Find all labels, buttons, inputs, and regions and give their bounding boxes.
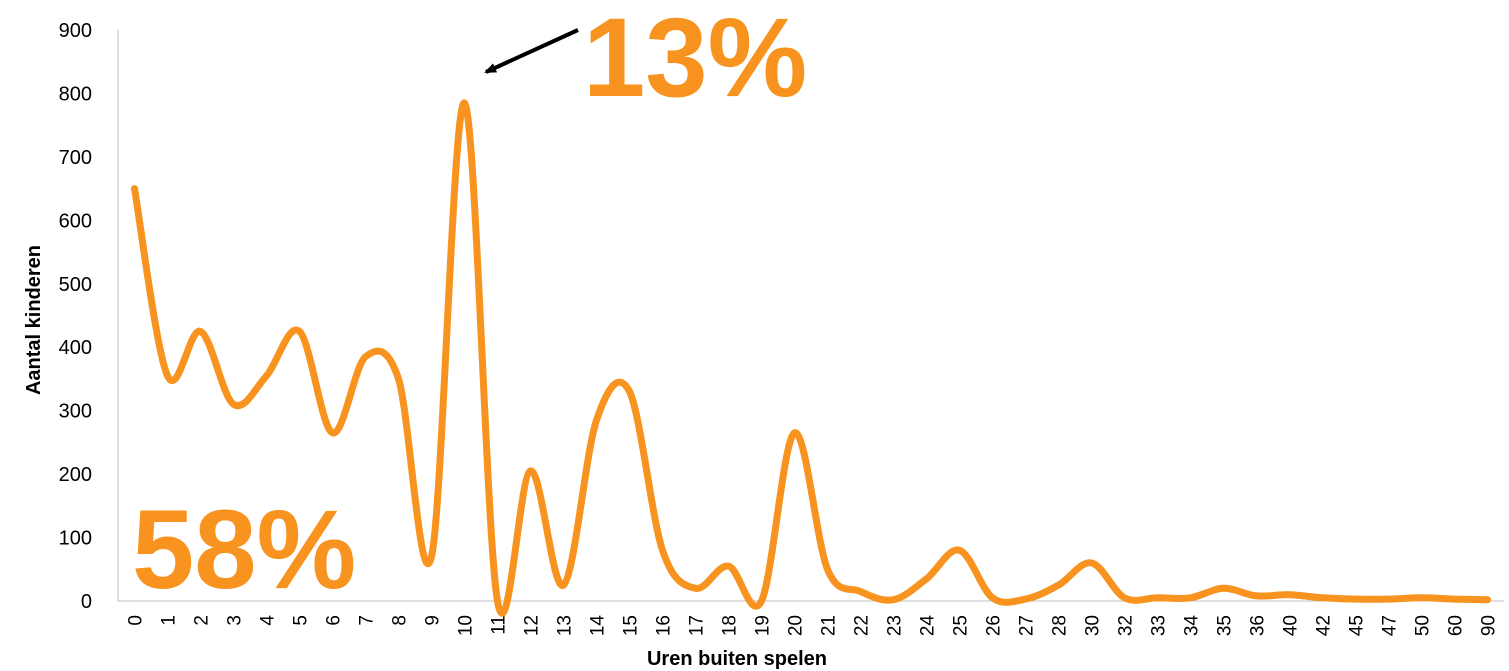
x-tick-label: 3 [225,615,246,626]
y-tick-label: 700 [59,147,92,169]
y-tick-label: 800 [59,83,92,105]
x-tick-label: 4 [258,615,279,626]
y-tick-label: 500 [59,274,92,296]
x-axis-label: Uren buiten spelen [647,648,827,670]
x-tick-label: 14 [588,615,609,637]
y-axis-ticks: 0 100 200 300 400 500 600 700 800 900 [59,20,92,613]
x-tick-label: 27 [1017,615,1038,636]
x-tick-label: 7 [357,615,378,626]
x-tick-label: 30 [1083,615,1104,636]
x-tick-label: 10 [456,615,477,636]
x-tick-label: 16 [654,615,675,636]
x-tick-label: 60 [1446,615,1467,636]
x-tick-label: 22 [852,615,873,636]
x-tick-label: 13 [555,615,576,636]
y-tick-label: 900 [59,20,92,42]
x-tick-label: 42 [1314,615,1335,636]
x-tick-label: 0 [126,615,147,626]
x-tick-label: 34 [1182,615,1203,637]
x-tick-label: 35 [1215,615,1236,636]
x-tick-label: 33 [1149,615,1170,636]
x-tick-label: 15 [621,615,642,636]
y-tick-label: 600 [59,210,92,232]
y-tick-label: 100 [59,528,92,550]
x-tick-label: 9 [423,615,444,626]
x-tick-label: 23 [885,615,906,636]
y-tick-label: 300 [59,401,92,423]
annotation-58-percent: 58% [132,487,356,612]
x-tick-label: 40 [1281,615,1302,636]
x-tick-label: 50 [1413,615,1434,636]
x-tick-label: 11 [489,615,510,635]
x-tick-label: 1 [159,615,180,626]
x-tick-label: 18 [720,615,741,636]
x-tick-label: 17 [687,615,708,636]
series-line [131,99,1491,617]
y-axis-label: Aantal kinderen [23,245,45,395]
x-tick-label: 24 [918,615,939,637]
x-tick-label: 45 [1347,615,1368,636]
x-tick-label: 26 [984,615,1005,636]
x-tick-label: 5 [291,615,312,626]
x-tick-label: 21 [819,615,840,636]
x-tick-label: 32 [1116,615,1137,636]
x-tick-label: 8 [390,615,411,626]
annotation-13-percent: 13% [583,0,807,120]
x-tick-label: 28 [1050,615,1071,636]
x-tick-label: 25 [951,615,972,636]
x-tick-label: 47 [1380,615,1401,636]
x-tick-label: 90 [1479,615,1500,636]
x-tick-label: 6 [324,615,345,626]
y-tick-label: 200 [59,464,92,486]
x-tick-label: 19 [753,615,774,636]
y-tick-label: 0 [81,591,92,613]
x-tick-label: 36 [1248,615,1269,636]
x-tick-label: 12 [522,615,543,636]
x-tick-label: 2 [192,615,213,626]
y-tick-label: 400 [59,337,92,359]
annotation-arrow [484,28,579,74]
x-tick-label: 20 [786,615,807,636]
x-axis-ticks: 0 1 2 3 4 5 6 7 8 9 10 11 12 13 14 15 16 17 18 19 20 21 22 23 24… [126,615,1500,637]
